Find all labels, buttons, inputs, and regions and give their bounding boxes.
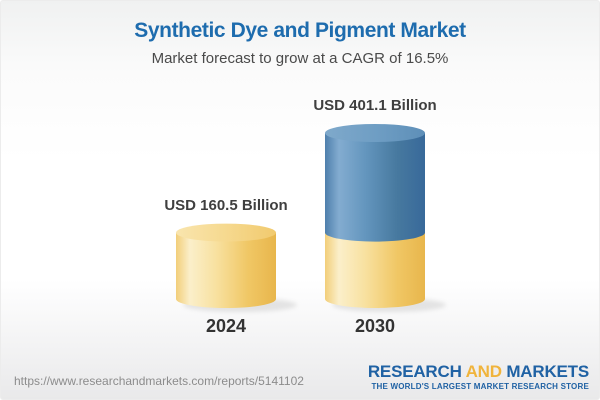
logo-word-and: AND [465,362,502,381]
cylinder-2030-growth-segment [325,133,425,242]
value-label-2024: USD 160.5 Billion [164,196,288,214]
research-and-markets-logo: RESEARCH AND MARKETS THE WORLD'S LARGEST… [368,363,589,391]
logo-wordmark: RESEARCH AND MARKETS [368,363,589,380]
value-label-2030: USD 401.1 Billion [313,97,437,114]
chart-subtitle: Market forecast to grow at a CAGR of 16.… [151,50,449,67]
cylinder-2030-top [325,124,425,142]
logo-word-research: RESEARCH [367,362,462,381]
chart-header: Synthetic Dye and Pigment Market Market … [1,1,599,67]
logo-tagline: THE WORLD'S LARGEST MARKET RESEARCH STOR… [371,382,589,391]
cylinder-2030-base-segment [325,232,425,308]
cylinder-2024-top [176,223,276,242]
report-url-link[interactable]: https://www.researchandmarkets.com/repor… [14,374,304,388]
year-label-2030: 2030 [354,316,396,336]
year-label-2024: 2024 [205,316,247,336]
logo-word-markets: MARKETS [506,362,589,381]
cylinder-2024-body [176,232,276,308]
chart-title: Synthetic Dye and Pigment Market [134,19,466,42]
